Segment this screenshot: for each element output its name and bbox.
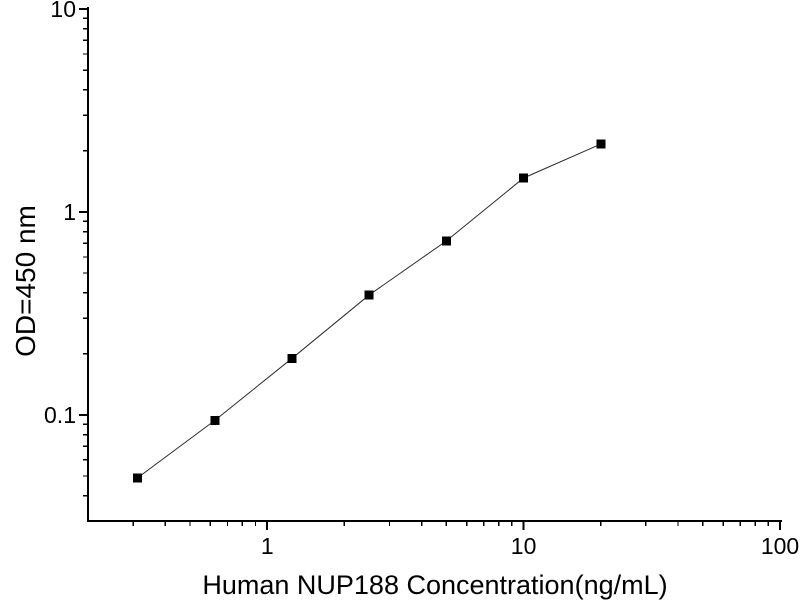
y-tick-label: 10 (50, 0, 76, 22)
y-axis-title: OD=450 nm (10, 205, 41, 357)
y-tick-label: 1 (63, 199, 76, 225)
x-tick-label: 1 (261, 533, 274, 559)
x-axis-title: Human NUP188 Concentration(ng/mL) (202, 570, 668, 600)
data-point-marker (133, 473, 143, 483)
data-point-marker (364, 290, 374, 300)
data-point-marker (441, 236, 451, 246)
standard-curve-line (137, 143, 601, 479)
y-tick-label: 0.1 (44, 402, 76, 428)
data-point-marker (519, 173, 529, 183)
data-point-marker (287, 353, 297, 363)
x-tick-label: 10 (511, 533, 537, 559)
data-point-marker (210, 415, 220, 425)
data-point-marker (596, 139, 606, 149)
x-tick-label: 100 (761, 533, 799, 559)
